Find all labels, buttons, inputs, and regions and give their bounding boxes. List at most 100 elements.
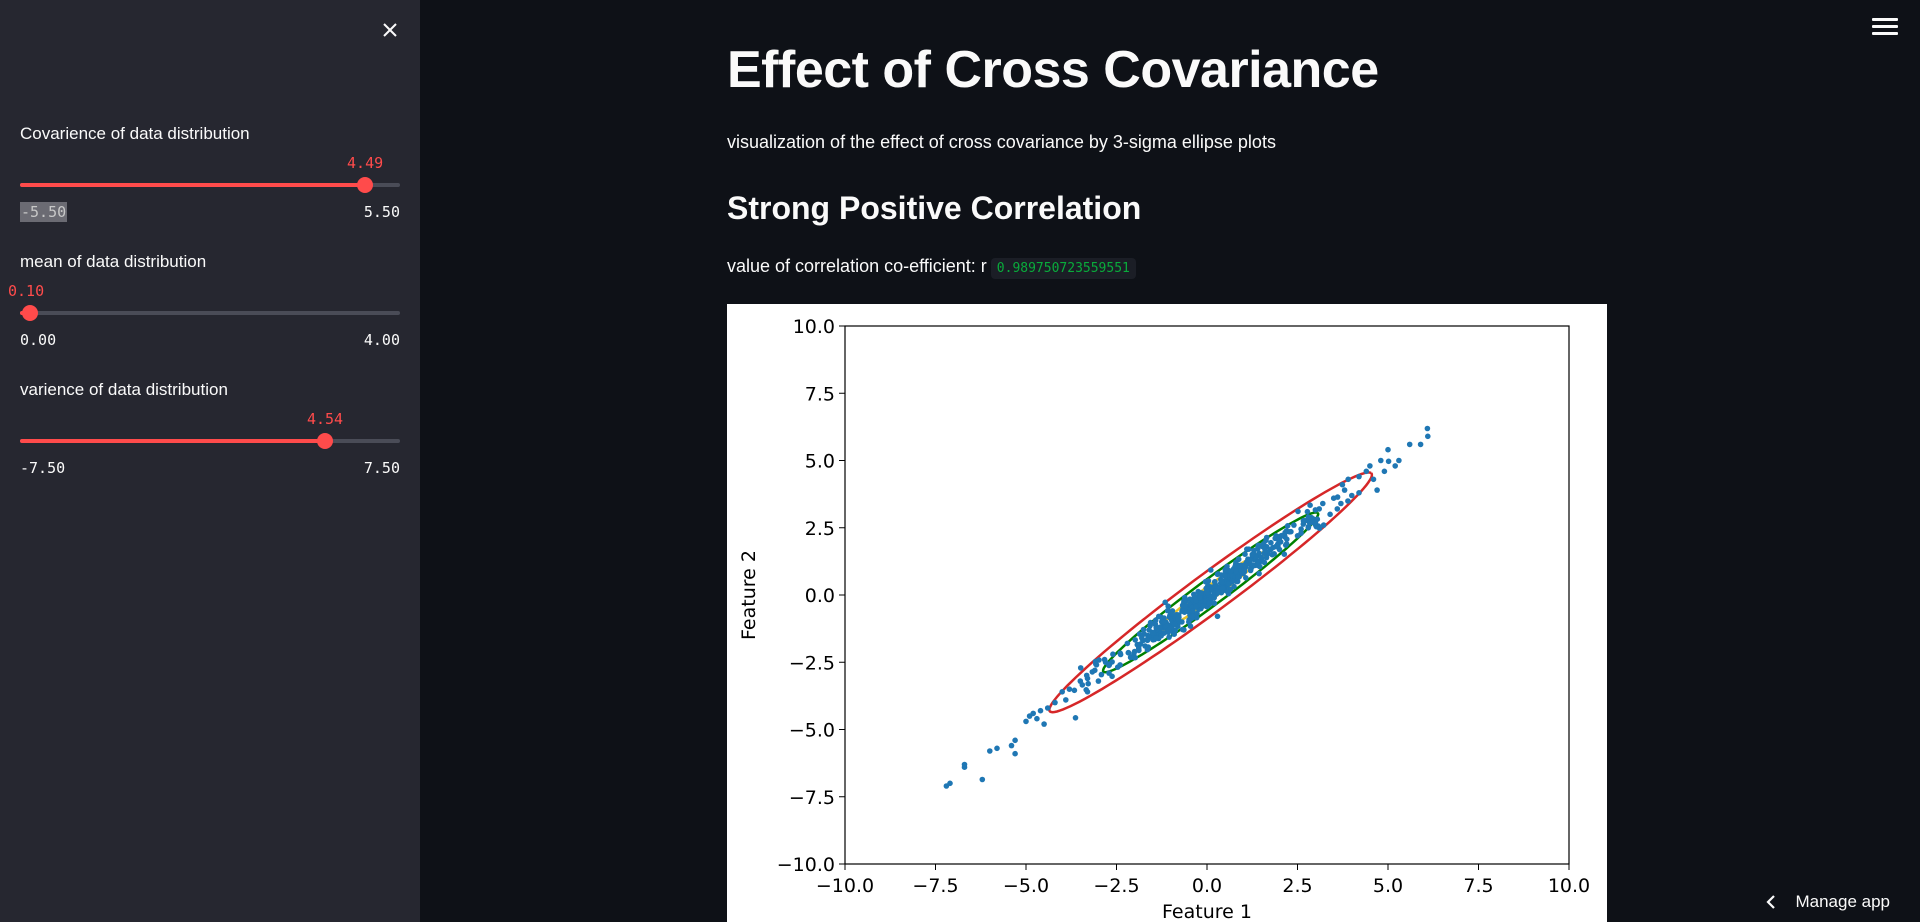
manage-app-button[interactable]: Manage app — [1765, 892, 1890, 912]
scatter-point — [1136, 647, 1142, 654]
scatter-point — [1291, 522, 1297, 528]
scatter-point — [1059, 689, 1065, 695]
scatter-point — [1110, 651, 1116, 657]
scatter-point — [1166, 634, 1172, 640]
sigma-ellipse — [1101, 511, 1320, 674]
scatter-point — [994, 745, 1000, 752]
scatter-point — [1194, 610, 1200, 617]
sigma-ellipse — [1048, 471, 1374, 714]
slider-thumb[interactable] — [357, 177, 374, 193]
scatter-point — [1085, 680, 1091, 687]
scatter-point — [1072, 715, 1079, 721]
scatter-point — [1367, 463, 1373, 469]
scatter-point — [1077, 665, 1084, 671]
slider-fill — [20, 183, 366, 187]
y-tick-label: 5.0 — [805, 451, 835, 473]
x-tick-label: −5.0 — [1003, 875, 1049, 897]
scatter-point — [1242, 551, 1248, 557]
scatter-point — [1211, 583, 1218, 589]
scatter-point — [1268, 539, 1274, 546]
scatter-point — [1417, 441, 1424, 448]
chart-svg: −10.0 −7.5 −5.0 −2.5 0.0 2.5 5.0 7.5 10.0 10.0 7.… — [738, 316, 1590, 922]
slider-thumb[interactable] — [317, 433, 333, 449]
scatter-point — [1173, 612, 1179, 618]
scatter-point — [1227, 586, 1234, 593]
scatter-point — [1193, 597, 1199, 604]
slider-min: 0.00 — [20, 331, 57, 349]
scatter-point — [1125, 649, 1132, 656]
slider-thumb[interactable] — [21, 305, 38, 321]
slider-track[interactable] — [20, 305, 400, 321]
slider-max: 7.50 — [363, 459, 400, 477]
y-tick-label: −2.5 — [789, 652, 835, 674]
slider-value: 4.54 — [306, 410, 344, 428]
scatter-point — [1034, 715, 1040, 722]
scatter-point — [1092, 658, 1099, 665]
scatter-point — [1396, 457, 1402, 464]
x-axis-label: Feature 1 — [1162, 901, 1252, 922]
scatter-point — [1345, 498, 1351, 504]
scatter-point — [1249, 551, 1256, 558]
scatter-point — [1168, 611, 1174, 617]
scatter-point — [1236, 562, 1243, 569]
scatter-point — [1092, 667, 1098, 674]
scatter-point — [1272, 535, 1278, 542]
x-ticks: −10.0 −7.5 −5.0 −2.5 0.0 2.5 5.0 7.5 10.0 — [816, 864, 1590, 897]
scatter-point — [1144, 646, 1151, 653]
scatter-point — [1012, 750, 1018, 757]
scatter-point — [1128, 654, 1134, 660]
close-icon[interactable] — [374, 14, 406, 46]
scatter-point — [1211, 600, 1218, 606]
scatter-point — [1219, 585, 1226, 591]
scatter-point — [1132, 637, 1138, 643]
scatter-point — [1197, 590, 1204, 596]
correlation-label: value of correlation co-efficient: r — [727, 256, 987, 276]
scatter-point — [1186, 617, 1192, 623]
x-tick-label: −2.5 — [1093, 875, 1139, 897]
scatter-point — [1392, 463, 1398, 469]
manage-app-label: Manage app — [1795, 892, 1890, 911]
scatter-point — [1385, 446, 1391, 453]
scatter-point — [1208, 567, 1214, 573]
scatter-point — [1309, 519, 1315, 526]
scatter-point — [1171, 631, 1177, 637]
scatter-point — [1305, 514, 1312, 520]
scatter-point — [1158, 614, 1165, 621]
scatter-point — [1338, 500, 1344, 507]
scatter-point — [1425, 433, 1431, 440]
hamburger-menu-icon[interactable] — [1872, 18, 1898, 40]
scatter-point — [1334, 506, 1341, 512]
scatter-point — [1381, 468, 1388, 475]
scatter-point — [1063, 697, 1069, 703]
scatter-point — [1189, 613, 1196, 620]
scatter-point — [1341, 487, 1348, 493]
scatter-point — [1256, 570, 1262, 577]
y-tick-label: 7.5 — [805, 383, 835, 405]
scatter-point — [1243, 575, 1249, 581]
scatter-point — [1077, 678, 1084, 684]
slider-track[interactable] — [20, 433, 400, 449]
scatter-point — [1316, 506, 1322, 512]
sidebar: Covarience of data distribution 4.49 -5.… — [0, 0, 420, 922]
scatter-point — [1117, 650, 1123, 656]
scatter-point — [1071, 687, 1078, 694]
slider-track[interactable] — [20, 177, 400, 193]
x-tick-label: 0.0 — [1192, 875, 1222, 897]
x-tick-label: 2.5 — [1282, 875, 1312, 897]
scatter-point — [1200, 603, 1207, 609]
scatter-point — [1300, 517, 1307, 524]
scatter-point — [1214, 613, 1221, 620]
scatter-point — [1008, 742, 1015, 749]
scatter-point — [1406, 441, 1413, 448]
scatter-point — [1258, 554, 1265, 561]
scatter-point — [1084, 689, 1091, 695]
scatter-point — [1273, 543, 1279, 550]
section-title: Strong Positive Correlation — [727, 190, 1142, 226]
scatter-point — [1235, 574, 1241, 580]
scatter-point — [1152, 620, 1158, 627]
scatter-point — [961, 764, 968, 770]
scatter-point — [1298, 526, 1304, 532]
scatter-point — [1084, 675, 1091, 682]
scatter-point — [1304, 508, 1311, 515]
scatter-point — [1320, 522, 1327, 528]
